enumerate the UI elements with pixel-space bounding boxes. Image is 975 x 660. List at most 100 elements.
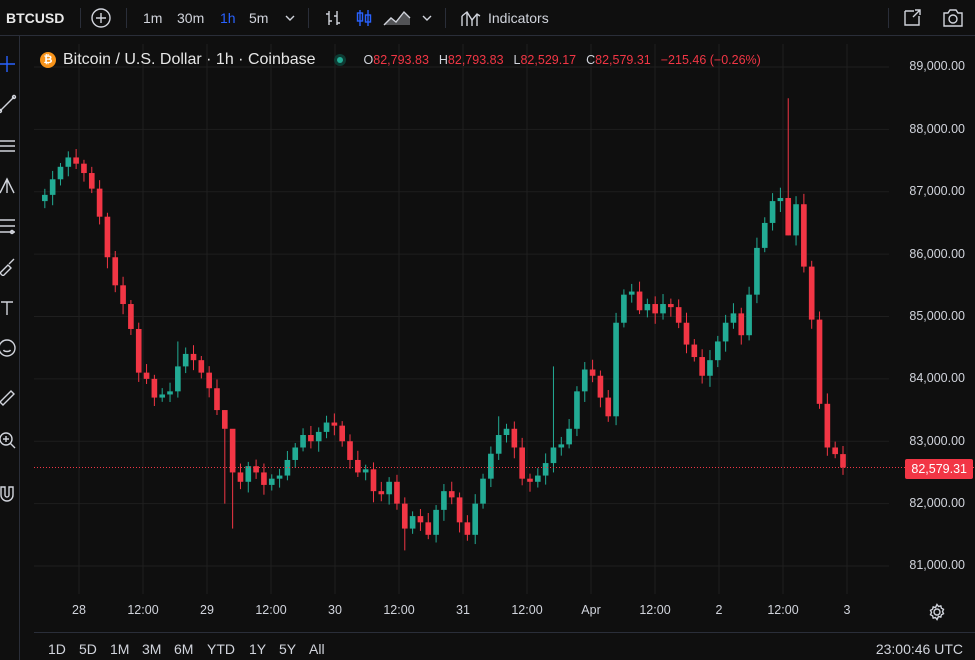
toolbar-divider xyxy=(80,8,81,28)
time-axis-label: 29 xyxy=(200,603,214,617)
candle-body xyxy=(699,357,705,376)
emoji-icon[interactable] xyxy=(0,338,17,358)
candle-body xyxy=(534,475,541,482)
interval-1h-button[interactable]: 1h xyxy=(220,10,236,26)
candle-body xyxy=(691,344,698,358)
candle-body xyxy=(495,435,502,454)
candle-body xyxy=(675,307,682,323)
toolbar-divider xyxy=(888,8,889,28)
toolbar-divider xyxy=(308,8,309,28)
candle-body xyxy=(668,304,674,308)
price-chart[interactable] xyxy=(34,44,975,630)
range-6m-button[interactable]: 6M xyxy=(174,641,194,657)
trend-line-icon[interactable] xyxy=(0,94,17,114)
chart-settings-gear-icon[interactable] xyxy=(928,603,946,621)
area-chart-type-button[interactable] xyxy=(383,0,411,36)
time-axis-label: 2 xyxy=(715,603,723,617)
brush-icon[interactable] xyxy=(0,256,17,276)
range-1d-button[interactable]: 1D xyxy=(48,641,66,657)
candle-body xyxy=(128,304,134,329)
candle-body xyxy=(714,341,721,361)
candle-body xyxy=(276,475,283,479)
bar-chart-type-button[interactable] xyxy=(323,0,343,36)
fullscreen-button[interactable] xyxy=(901,0,923,36)
candle-body xyxy=(104,216,111,258)
crosshair-icon[interactable] xyxy=(0,54,17,74)
candle-body xyxy=(167,391,173,395)
magnet-icon[interactable] xyxy=(0,484,17,504)
chart-type-dropdown-button[interactable] xyxy=(421,0,433,36)
candle-body xyxy=(331,422,338,426)
interval-30m-button[interactable]: 30m xyxy=(177,10,205,26)
candle-body xyxy=(284,459,291,476)
candle-body xyxy=(88,173,95,189)
candle-body xyxy=(214,388,220,411)
zoom-in-icon[interactable] xyxy=(0,430,17,450)
bitcoin-logo-icon: ₿ xyxy=(40,52,56,68)
price-scale-label: 85,000.00 xyxy=(909,309,965,323)
candle-body xyxy=(182,353,189,367)
utc-clock[interactable]: 23:00:46 UTC xyxy=(875,641,963,657)
time-axis-label: 31 xyxy=(456,603,470,617)
pitchfork-icon[interactable] xyxy=(0,176,17,196)
candle-body xyxy=(206,372,212,389)
candle-body xyxy=(81,163,87,174)
range-3m-button[interactable]: 3M xyxy=(142,641,162,657)
price-scale-label: 83,000.00 xyxy=(909,434,965,448)
time-axis-label: 3 xyxy=(843,603,851,617)
candle-body xyxy=(652,304,659,314)
compare-add-symbol-button[interactable] xyxy=(90,0,112,36)
range-1y-button[interactable]: 1Y xyxy=(249,641,267,657)
candle-body xyxy=(151,378,158,398)
candle-body xyxy=(558,444,565,448)
candle-body xyxy=(378,491,385,495)
indicators-button[interactable]: Indicators xyxy=(460,0,549,36)
candle-body xyxy=(793,204,799,236)
close-key: C xyxy=(586,53,596,67)
range-all-button[interactable]: All xyxy=(309,641,325,657)
candle-body xyxy=(362,469,369,473)
price-scale-label: 81,000.00 xyxy=(909,558,965,572)
bars-icon xyxy=(326,11,340,25)
candle-body xyxy=(589,369,596,376)
candle-body xyxy=(96,188,103,217)
symbol-title[interactable]: Bitcoin / U.S. Dollar · 1h · Coinbase xyxy=(63,51,316,68)
candle-body xyxy=(519,447,525,479)
candle-body xyxy=(120,285,126,305)
interval-dropdown-button[interactable] xyxy=(284,0,296,36)
chevron-down-icon xyxy=(422,15,432,21)
candle-body xyxy=(503,428,510,436)
candles-chart-type-button[interactable] xyxy=(354,0,374,36)
candle-body xyxy=(769,201,776,223)
fib-retracement-icon[interactable] xyxy=(0,216,17,236)
candle-body xyxy=(73,157,79,164)
candle-body xyxy=(785,197,792,236)
horizontal-lines-icon[interactable] xyxy=(0,136,17,156)
candle-body xyxy=(292,447,299,460)
candle-body xyxy=(683,322,690,345)
candle-body xyxy=(65,157,72,167)
range-1m-button[interactable]: 1M xyxy=(110,641,130,657)
candle-body xyxy=(660,304,666,314)
time-axis-label: 30 xyxy=(328,603,342,617)
candle-body xyxy=(488,453,494,479)
symbol-search-button[interactable]: BTCUSD xyxy=(6,10,65,26)
drawing-toolbar xyxy=(0,36,20,660)
range-ytd-button[interactable]: YTD xyxy=(207,641,235,657)
chart-pane[interactable] xyxy=(34,44,975,630)
range-5d-button[interactable]: 5D xyxy=(79,641,97,657)
candle-body xyxy=(175,366,181,392)
interval-5m-button[interactable]: 5m xyxy=(249,10,269,26)
text-icon[interactable] xyxy=(0,298,17,318)
candle-body xyxy=(644,304,651,311)
range-5y-button[interactable]: 5Y xyxy=(279,641,297,657)
snapshot-button[interactable] xyxy=(941,0,965,36)
candle-body xyxy=(42,194,48,202)
ruler-icon[interactable] xyxy=(0,388,17,408)
candle-body xyxy=(511,428,518,448)
candle-body xyxy=(57,166,64,180)
candle-body xyxy=(198,360,205,373)
toolbar-divider xyxy=(126,8,127,28)
interval-1m-button[interactable]: 1m xyxy=(143,10,163,26)
candle-body xyxy=(777,197,784,202)
